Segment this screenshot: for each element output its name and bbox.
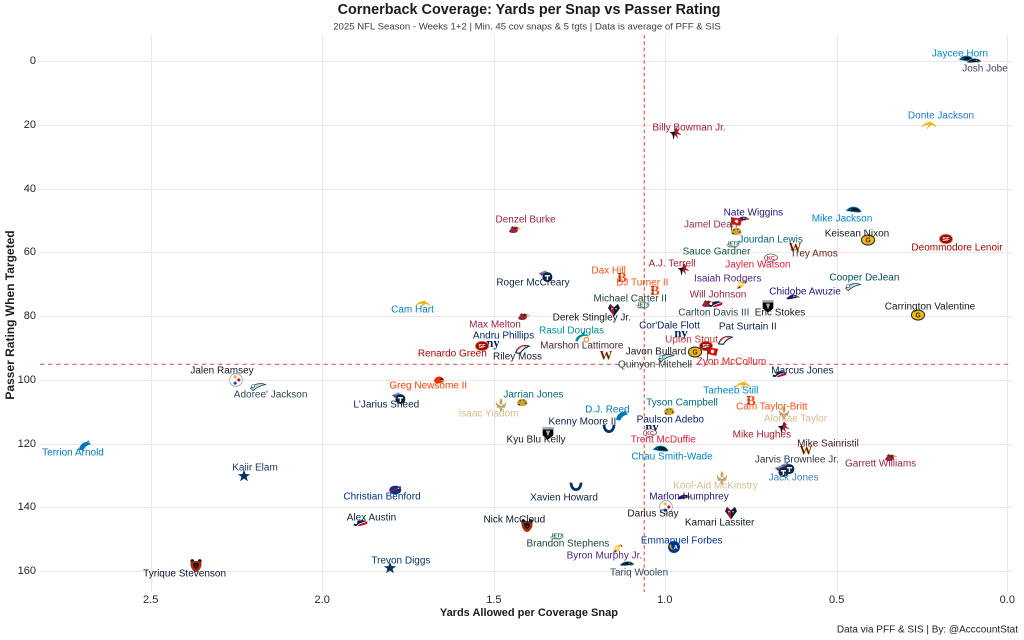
svg-text:JETS: JETS: [636, 302, 650, 308]
svg-text:ny: ny: [675, 326, 689, 340]
svg-text:W: W: [599, 348, 612, 362]
svg-text:JETS: JETS: [550, 533, 564, 539]
svg-text:B: B: [650, 283, 660, 299]
svg-text:A: A: [674, 545, 678, 551]
svg-text:G: G: [866, 237, 871, 244]
svg-text:JETS: JETS: [726, 242, 740, 248]
svg-text:SF: SF: [942, 237, 950, 243]
svg-text:KC: KC: [767, 256, 775, 262]
svg-text:ny: ny: [486, 336, 500, 350]
svg-text:W: W: [800, 444, 813, 458]
svg-text:SF: SF: [702, 344, 710, 350]
svg-text:B: B: [746, 393, 756, 409]
svg-text:W: W: [788, 241, 801, 255]
svg-text:G: G: [692, 349, 697, 356]
svg-text:KC: KC: [646, 431, 654, 437]
svg-text:B: B: [617, 269, 627, 285]
svg-text:G: G: [915, 312, 920, 319]
svg-text:SF: SF: [478, 344, 486, 350]
